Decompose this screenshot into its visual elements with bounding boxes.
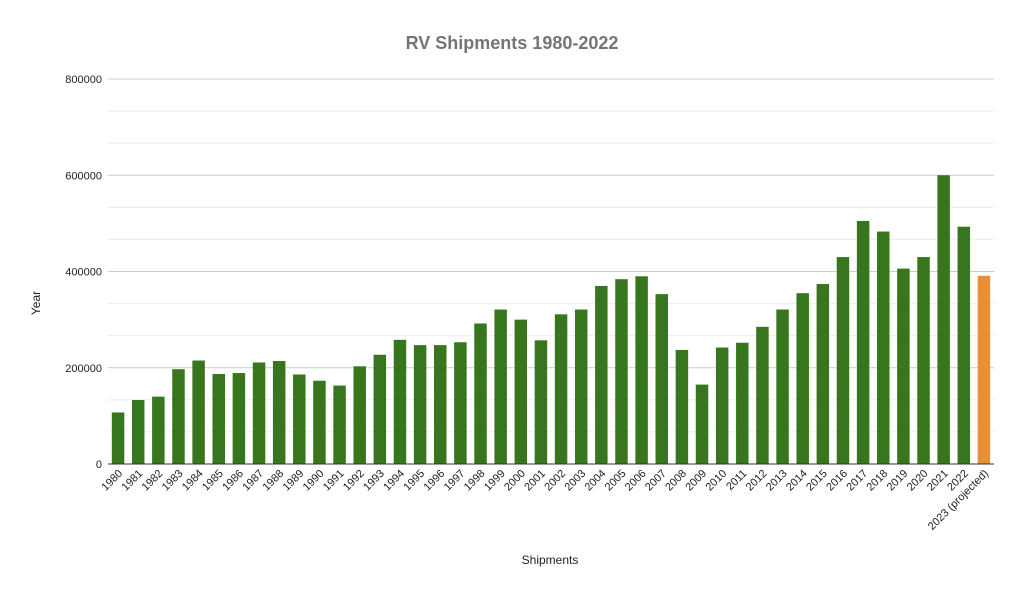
x-tick-label: 2014 [784,468,810,494]
x-tick-label: 2010 [703,468,729,494]
bar [554,314,568,464]
y-axis-title: Year [29,291,43,315]
bar [776,309,789,464]
bar [272,361,286,464]
x-tick-label: 2020 [905,468,931,494]
x-tick-label: 1995 [401,468,427,494]
chart-title: RV Shipments 1980-2022 [406,33,619,53]
x-tick-label: 1984 [180,468,206,494]
bar [957,226,971,464]
y-tick-label: 400000 [65,267,102,279]
bar [333,385,346,464]
bar [756,326,769,464]
x-tick-label: 1981 [120,468,146,494]
bar [937,175,950,464]
y-axis-ticks: 0 200000 400000 600000 800000 [65,74,102,471]
x-tick-label: 2006 [623,468,649,494]
x-tick-label: 2001 [522,468,548,494]
bars [111,175,991,464]
bar [192,360,205,464]
bar [413,345,427,464]
bar [836,257,850,464]
bar [897,268,910,464]
bar [856,220,870,464]
bar [655,294,668,464]
bar [816,284,830,464]
x-tick-label: 1986 [220,468,246,494]
bar [877,231,890,464]
bar [514,319,528,464]
y-tick-label: 600000 [65,170,102,182]
bar [111,412,125,464]
bar [695,384,709,464]
x-tick-label: 1993 [361,468,387,494]
bar [152,396,165,464]
bar [393,339,407,464]
bar [715,347,729,464]
bar [353,366,366,464]
x-tick-label: 1990 [301,468,327,494]
bar [131,399,145,464]
x-tick-label: 2012 [744,468,770,494]
bar [313,380,326,464]
x-tick-label: 2007 [643,468,669,494]
x-tick-label: 2000 [502,468,528,494]
x-tick-label: 1992 [341,468,367,494]
bar [172,369,185,464]
x-tick-label: 1985 [200,468,226,494]
bar [232,373,246,464]
bar [574,309,588,464]
bar [635,276,648,464]
x-tick-label: 2021 [925,468,951,494]
x-tick-label: 1988 [260,468,286,494]
bar [474,323,487,464]
x-tick-label: 1998 [462,468,488,494]
x-tick-label: 1994 [381,468,407,494]
y-tick-label: 0 [96,459,102,471]
bar [736,342,749,464]
x-tick-label: 2018 [865,468,891,494]
bar [212,374,225,464]
x-tick-label: 2008 [663,468,689,494]
y-tick-label: 800000 [65,74,102,86]
bar [615,279,628,464]
y-tick-label: 200000 [65,363,102,375]
x-tick-label: 1982 [140,468,166,494]
bar-projected [977,275,991,464]
bar [595,285,608,464]
x-tick-label: 2017 [844,468,870,494]
x-tick-label: 2016 [824,468,850,494]
bar [675,349,689,464]
bar [534,340,548,464]
x-tick-label: 1996 [422,468,448,494]
bar [252,362,266,464]
x-tick-label: 2003 [563,468,589,494]
x-tick-label: 1999 [482,468,508,494]
x-tick-label: 2015 [804,468,830,494]
x-tick-label: 1987 [240,468,266,494]
x-tick-label: 1980 [99,468,125,494]
bar [293,374,306,464]
x-tick-label: 1997 [442,468,468,494]
bar [917,257,930,464]
x-tick-label: 2004 [583,468,609,494]
x-tick-label: 2011 [724,468,749,493]
bar [373,354,387,464]
x-tick-label: 1989 [281,468,307,494]
x-tick-label: 2005 [603,468,629,494]
x-tick-label: 1991 [321,468,347,494]
x-axis-ticks: 1980198119821983198419851986198719881989… [99,468,991,533]
x-tick-label: 2002 [542,468,568,494]
bar [494,309,507,464]
x-axis-title: Shipments [522,553,579,567]
x-tick-label: 2009 [683,468,709,494]
bar [796,293,809,464]
x-tick-label: 1983 [160,468,186,494]
x-tick-label: 2019 [885,468,911,494]
bar [434,345,447,464]
x-tick-label: 2013 [764,468,790,494]
bar [454,342,467,464]
